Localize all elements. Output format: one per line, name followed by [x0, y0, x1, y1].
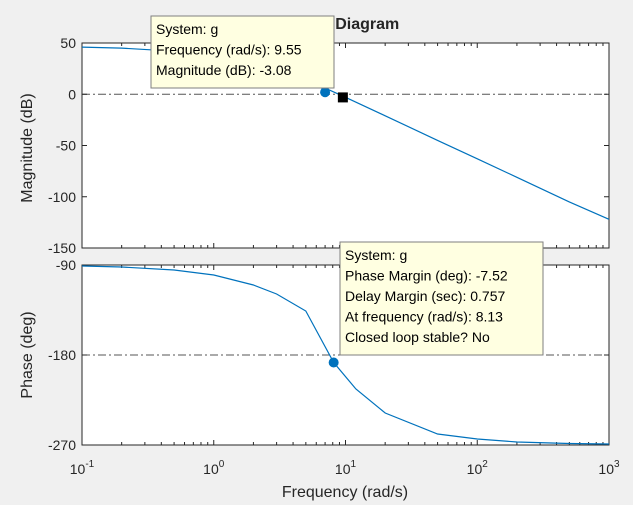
datatip-line: Phase Margin (deg): -7.52	[345, 268, 508, 284]
x-tick-base: 10	[598, 461, 614, 477]
x-axis-label: Frequency (rad/s)	[282, 484, 408, 501]
x-tick-label: 100	[203, 459, 225, 477]
crossover-marker	[320, 87, 331, 98]
x-tick-exponent: 2	[482, 459, 488, 470]
datatip-box	[339, 241, 544, 356]
datatip-line: Closed loop stable? No	[345, 329, 490, 345]
x-tick-base: 10	[70, 461, 86, 477]
datatip-line: At frequency (rad/s): 8.13	[345, 309, 503, 325]
datatip-line: Frequency (rad/s): 9.55	[156, 42, 302, 58]
magnitude-ytick-label: -100	[48, 189, 76, 205]
magnitude-ytick-label: 50	[60, 35, 76, 51]
x-tick-base: 10	[203, 461, 219, 477]
x-tick-exponent: 1	[351, 459, 357, 470]
phase-axis-label: Phase (deg)	[19, 311, 36, 398]
x-tick-exponent: 3	[614, 459, 620, 470]
x-tick-exponent: -1	[85, 459, 94, 470]
magnitude-ytick-label: -50	[56, 138, 76, 154]
datatip-line: Magnitude (dB): -3.08	[156, 62, 292, 78]
phase-ytick-label: -270	[48, 437, 76, 453]
phase-ytick-label: -180	[48, 347, 76, 363]
magnitude-axis-label: Magnitude (dB)	[19, 93, 36, 202]
datatip-line: System: g	[156, 21, 218, 37]
datatip-layer: System: g Frequency (rad/s): 9.55 Magnitud…	[150, 15, 544, 356]
x-tick-base: 10	[335, 461, 351, 477]
phase-margin-marker	[328, 357, 339, 368]
magnitude-ytick-label: 0	[68, 86, 76, 102]
datatip-square-marker	[337, 92, 348, 103]
x-tick-label: 10-1	[70, 459, 95, 477]
datatip-line: Delay Margin (sec): 0.757	[345, 288, 506, 304]
magnitude-ytick-label: -150	[48, 240, 76, 256]
datatip-line: System: g	[345, 247, 407, 263]
x-tick-label: 103	[598, 459, 620, 477]
x-tick-label: 101	[335, 459, 357, 477]
datatip-box	[150, 15, 335, 89]
phase-ytick-label: -90	[56, 257, 76, 273]
x-tick-label: 102	[467, 459, 489, 477]
x-tick-base: 10	[467, 461, 483, 477]
x-tick-exponent: 0	[219, 459, 225, 470]
